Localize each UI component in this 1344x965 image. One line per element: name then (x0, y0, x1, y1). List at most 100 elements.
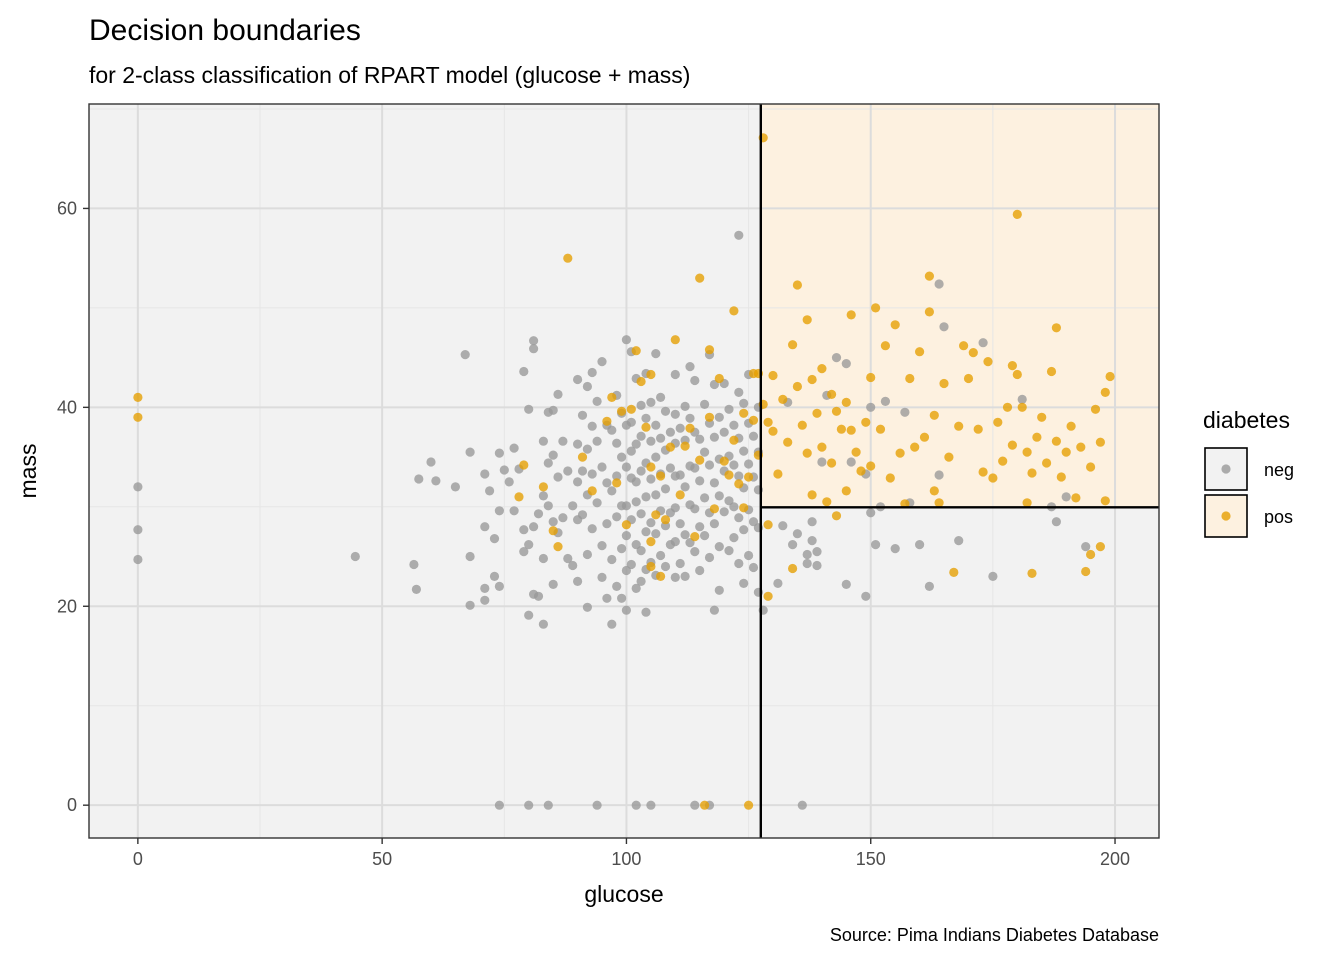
point-neg (636, 466, 646, 476)
y-tick-label: 20 (57, 596, 77, 616)
point-neg (934, 470, 944, 480)
point-neg (802, 558, 812, 569)
point-pos (929, 486, 939, 496)
point-pos (831, 406, 842, 416)
point-pos (778, 394, 788, 404)
point-neg (670, 409, 680, 419)
point-neg (724, 546, 734, 556)
point-neg (529, 522, 539, 532)
point-pos (1017, 402, 1027, 412)
point-neg (729, 420, 739, 430)
point-neg (690, 547, 700, 557)
point-pos (841, 397, 851, 407)
point-neg (734, 558, 744, 569)
point-neg (587, 367, 597, 378)
point-neg (641, 492, 651, 502)
point-pos (641, 422, 651, 432)
point-neg (431, 476, 441, 486)
point-neg (792, 529, 803, 539)
point-neg (519, 547, 529, 557)
point-neg (709, 478, 720, 488)
point-neg (533, 591, 544, 601)
point-neg (582, 444, 593, 454)
point-neg (646, 397, 656, 407)
point-neg (480, 469, 490, 479)
point-pos (1056, 472, 1066, 482)
point-neg (582, 381, 593, 392)
point-neg (719, 507, 729, 517)
point-neg (612, 471, 622, 481)
point-neg (524, 404, 534, 414)
point-neg (709, 605, 720, 615)
point-pos (905, 373, 915, 384)
point-neg (133, 525, 143, 535)
point-neg (636, 400, 646, 410)
point-neg (489, 571, 500, 582)
point-neg (450, 482, 460, 492)
legend-item-pos: pos (1204, 494, 1293, 538)
point-neg (631, 439, 641, 449)
point-pos (817, 442, 827, 452)
point-pos (866, 461, 876, 471)
point-pos (861, 417, 871, 427)
point-neg (607, 425, 617, 435)
point-pos (1066, 421, 1076, 431)
y-axis-title: mass (15, 444, 41, 499)
point-pos (553, 542, 563, 552)
point-pos (773, 469, 783, 479)
point-neg (621, 462, 632, 472)
point-pos (680, 441, 690, 451)
point-pos (1086, 462, 1096, 472)
point-neg (414, 474, 424, 484)
point-neg (533, 509, 544, 519)
point-pos (739, 503, 749, 513)
point-pos (1022, 498, 1032, 508)
point-neg (704, 460, 715, 470)
point-neg (748, 431, 759, 441)
chart-title: Decision boundaries (89, 14, 361, 47)
point-neg (880, 396, 891, 406)
point-neg (582, 602, 593, 612)
point-pos (880, 341, 891, 351)
grid-lines (89, 104, 1159, 838)
point-pos (915, 347, 925, 357)
point-neg (729, 533, 739, 543)
point-pos (827, 458, 837, 468)
point-pos (744, 472, 754, 482)
point-neg (577, 466, 588, 476)
point-neg (695, 476, 705, 486)
point-neg (543, 501, 553, 511)
point-neg (744, 550, 754, 561)
point-pos (954, 421, 964, 431)
point-pos (744, 800, 754, 810)
x-tick-label: 150 (856, 849, 886, 869)
point-neg (465, 447, 475, 457)
point-pos (998, 456, 1008, 466)
point-neg (553, 472, 563, 482)
point-neg (538, 491, 549, 501)
point-neg (729, 502, 739, 512)
point-neg (748, 562, 759, 573)
point-neg (577, 410, 588, 420)
point-neg (480, 595, 490, 605)
x-axis-title: glucose (584, 881, 663, 907)
point-neg (524, 540, 534, 550)
point-neg (494, 800, 504, 810)
point-pos (660, 515, 671, 525)
point-neg (641, 527, 651, 537)
point-pos (1090, 404, 1101, 414)
point-pos (856, 466, 866, 476)
point-neg (788, 540, 798, 550)
point-pos (704, 412, 715, 422)
point-neg (612, 581, 622, 592)
legend-label-pos: pos (1264, 507, 1293, 527)
point-pos (1100, 496, 1110, 506)
point-pos (934, 498, 944, 508)
point-neg (607, 619, 617, 629)
point-pos (1007, 440, 1018, 450)
point-pos (646, 369, 656, 380)
point-pos (1061, 447, 1071, 457)
point-neg (426, 457, 436, 467)
point-neg (685, 362, 695, 372)
point-pos (1022, 447, 1032, 457)
